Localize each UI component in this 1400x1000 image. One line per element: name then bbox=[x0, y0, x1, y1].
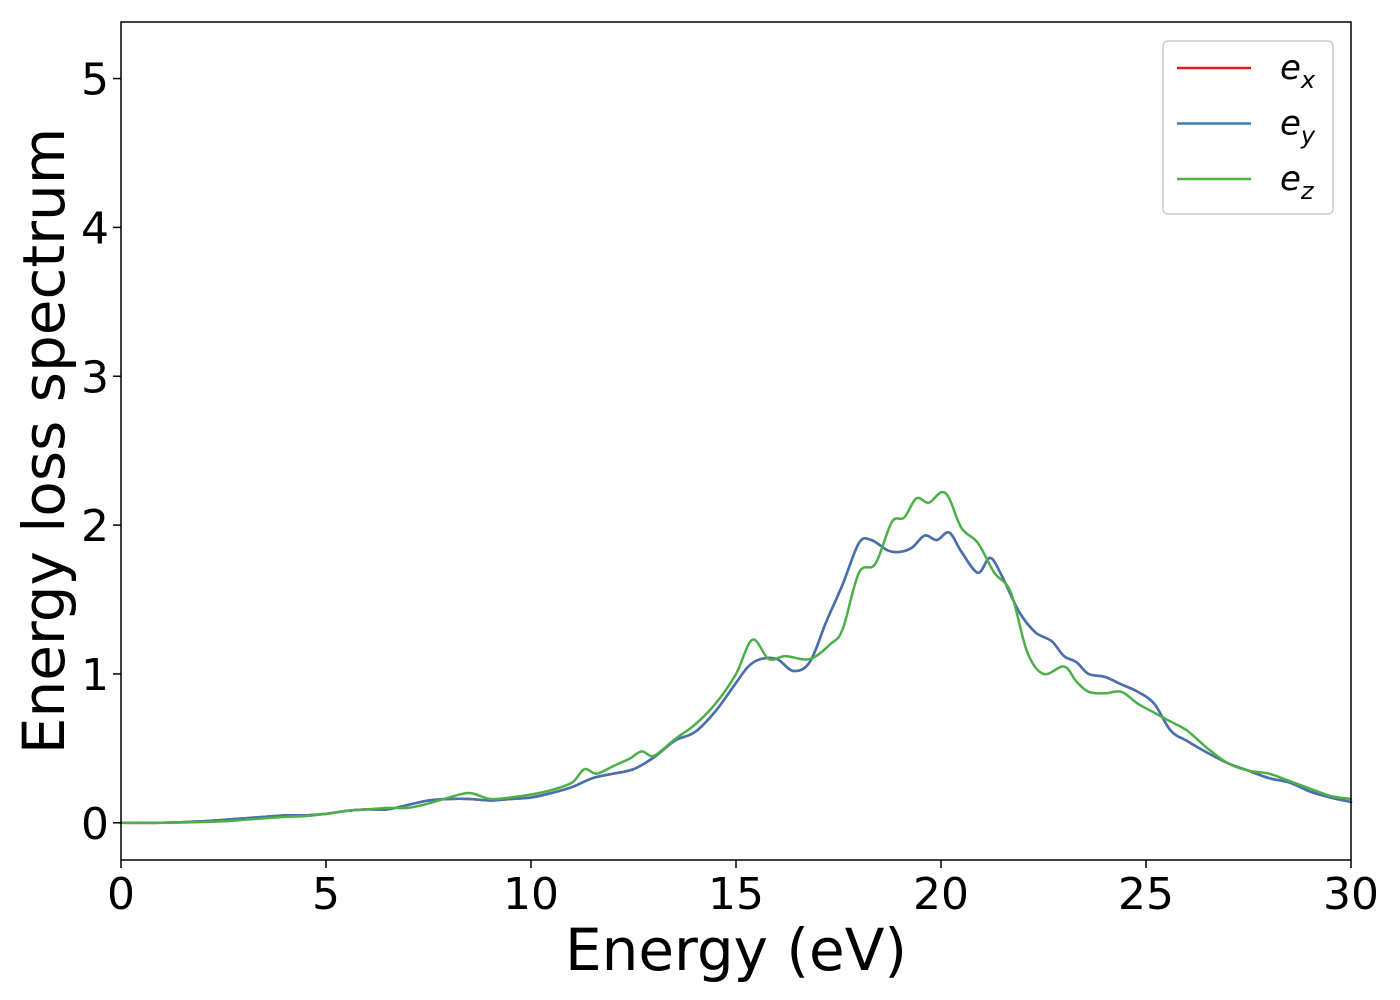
legend-label-subscript: z bbox=[1300, 177, 1315, 205]
y-tick-label: 2 bbox=[81, 501, 109, 552]
y-tick-label: 4 bbox=[81, 203, 109, 254]
series-layer bbox=[119, 490, 1353, 825]
series-line-y bbox=[119, 531, 1353, 825]
legend-box bbox=[1162, 40, 1334, 215]
y-axis-title: Energy loss spectrum bbox=[10, 128, 78, 754]
y-tick-label: 5 bbox=[81, 55, 109, 106]
x-tick-label: 15 bbox=[708, 869, 764, 920]
x-tick-label: 20 bbox=[913, 869, 969, 920]
x-tick-label: 30 bbox=[1323, 869, 1379, 920]
y-tick-label: 1 bbox=[81, 650, 109, 701]
legend-label-x: ex bbox=[1280, 48, 1316, 94]
legend-label-subscript: x bbox=[1300, 66, 1316, 94]
y-axis-ticks: 0 1 2 3 4 5 bbox=[81, 55, 121, 850]
x-tick-label: 25 bbox=[1118, 869, 1174, 920]
y-tick-label: 3 bbox=[81, 352, 109, 403]
y-tick-label: 0 bbox=[81, 799, 109, 850]
x-axis-ticks: 0 5 10 15 20 25 30 bbox=[107, 860, 1379, 920]
x-tick-label: 0 bbox=[107, 869, 135, 920]
x-tick-label: 5 bbox=[312, 869, 340, 920]
series-line-z bbox=[119, 490, 1353, 825]
x-axis-title: Energy (eV) bbox=[565, 916, 907, 984]
legend-label-base: e bbox=[1280, 159, 1301, 199]
legend-label-y: ey bbox=[1280, 104, 1316, 150]
legend-label-subscript: y bbox=[1300, 122, 1316, 150]
x-tick-label: 10 bbox=[503, 869, 559, 920]
legend-label-base: e bbox=[1280, 48, 1301, 88]
legend-label-base: e bbox=[1280, 104, 1301, 144]
legend-label-z: ez bbox=[1280, 159, 1315, 205]
